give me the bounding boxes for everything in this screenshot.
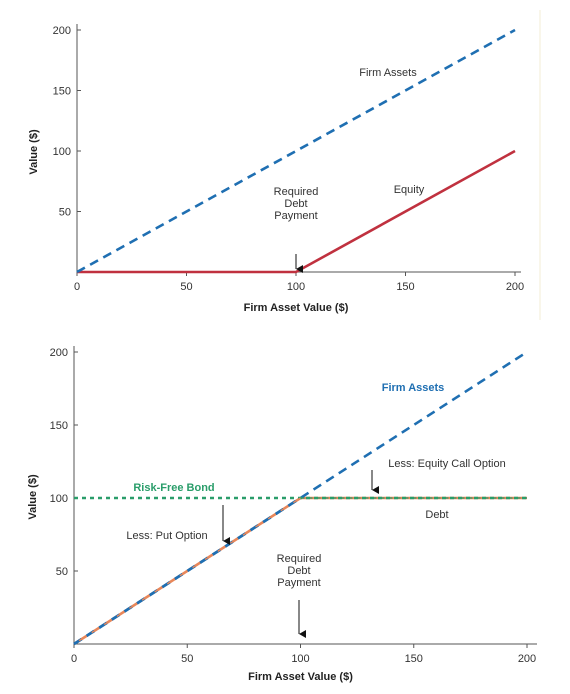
y-tick-label: 50 [56, 566, 68, 578]
x-tick-label: 100 [291, 653, 309, 665]
y-tick-label: 50 [59, 207, 71, 219]
y-tick-label: 200 [53, 25, 71, 37]
x-tick-label: 150 [396, 281, 414, 293]
annotation-text: Less: Put Option [126, 530, 207, 542]
y-axis-title: Value ($) [28, 129, 40, 175]
x-tick-label: 200 [518, 653, 536, 665]
y-tick-label: 100 [53, 146, 71, 158]
x-tick-label: 200 [506, 281, 524, 293]
chart-top: 0 50 100 150 200 50 100 150 200 Firm Asset Value … [28, 24, 524, 314]
series-label-firm-assets: Firm Assets [382, 382, 445, 394]
annotation-text: Required [274, 186, 319, 198]
y-tick-label: 200 [50, 347, 68, 359]
series-label-risk-free-bond: Risk-Free Bond [133, 482, 214, 494]
x-tick-label: 0 [71, 653, 77, 665]
annotation-text: Less: Equity Call Option [388, 458, 505, 470]
annotation-text: Payment [277, 577, 320, 589]
series-label-debt: Debt [425, 509, 448, 521]
x-tick-label: 50 [180, 281, 192, 293]
y-axis-title: Value ($) [27, 474, 39, 520]
annotation-text: Required [277, 553, 322, 565]
x-tick-label: 0 [74, 281, 80, 293]
x-tick-label: 50 [181, 653, 193, 665]
chart-bottom: 0 50 100 150 200 50 100 150 200 Firm Asset Value … [27, 346, 537, 683]
series-line-debt-overlay [73, 497, 301, 645]
x-axis-title: Firm Asset Value ($) [248, 671, 353, 683]
x-tick-label: 150 [405, 653, 423, 665]
series-label-equity: Equity [394, 184, 425, 196]
y-tick-label: 150 [53, 86, 71, 98]
annotation-text: Payment [274, 210, 317, 222]
annotation-text: Debt [287, 565, 310, 577]
y-tick-label: 100 [50, 493, 68, 505]
x-axis-title: Firm Asset Value ($) [244, 302, 349, 314]
series-line-firm-assets [76, 28, 516, 274]
x-tick-label: 100 [287, 281, 305, 293]
annotation-text: Debt [284, 198, 307, 210]
series-label-firm-assets: Firm Assets [359, 67, 417, 79]
y-tick-label: 150 [50, 420, 68, 432]
